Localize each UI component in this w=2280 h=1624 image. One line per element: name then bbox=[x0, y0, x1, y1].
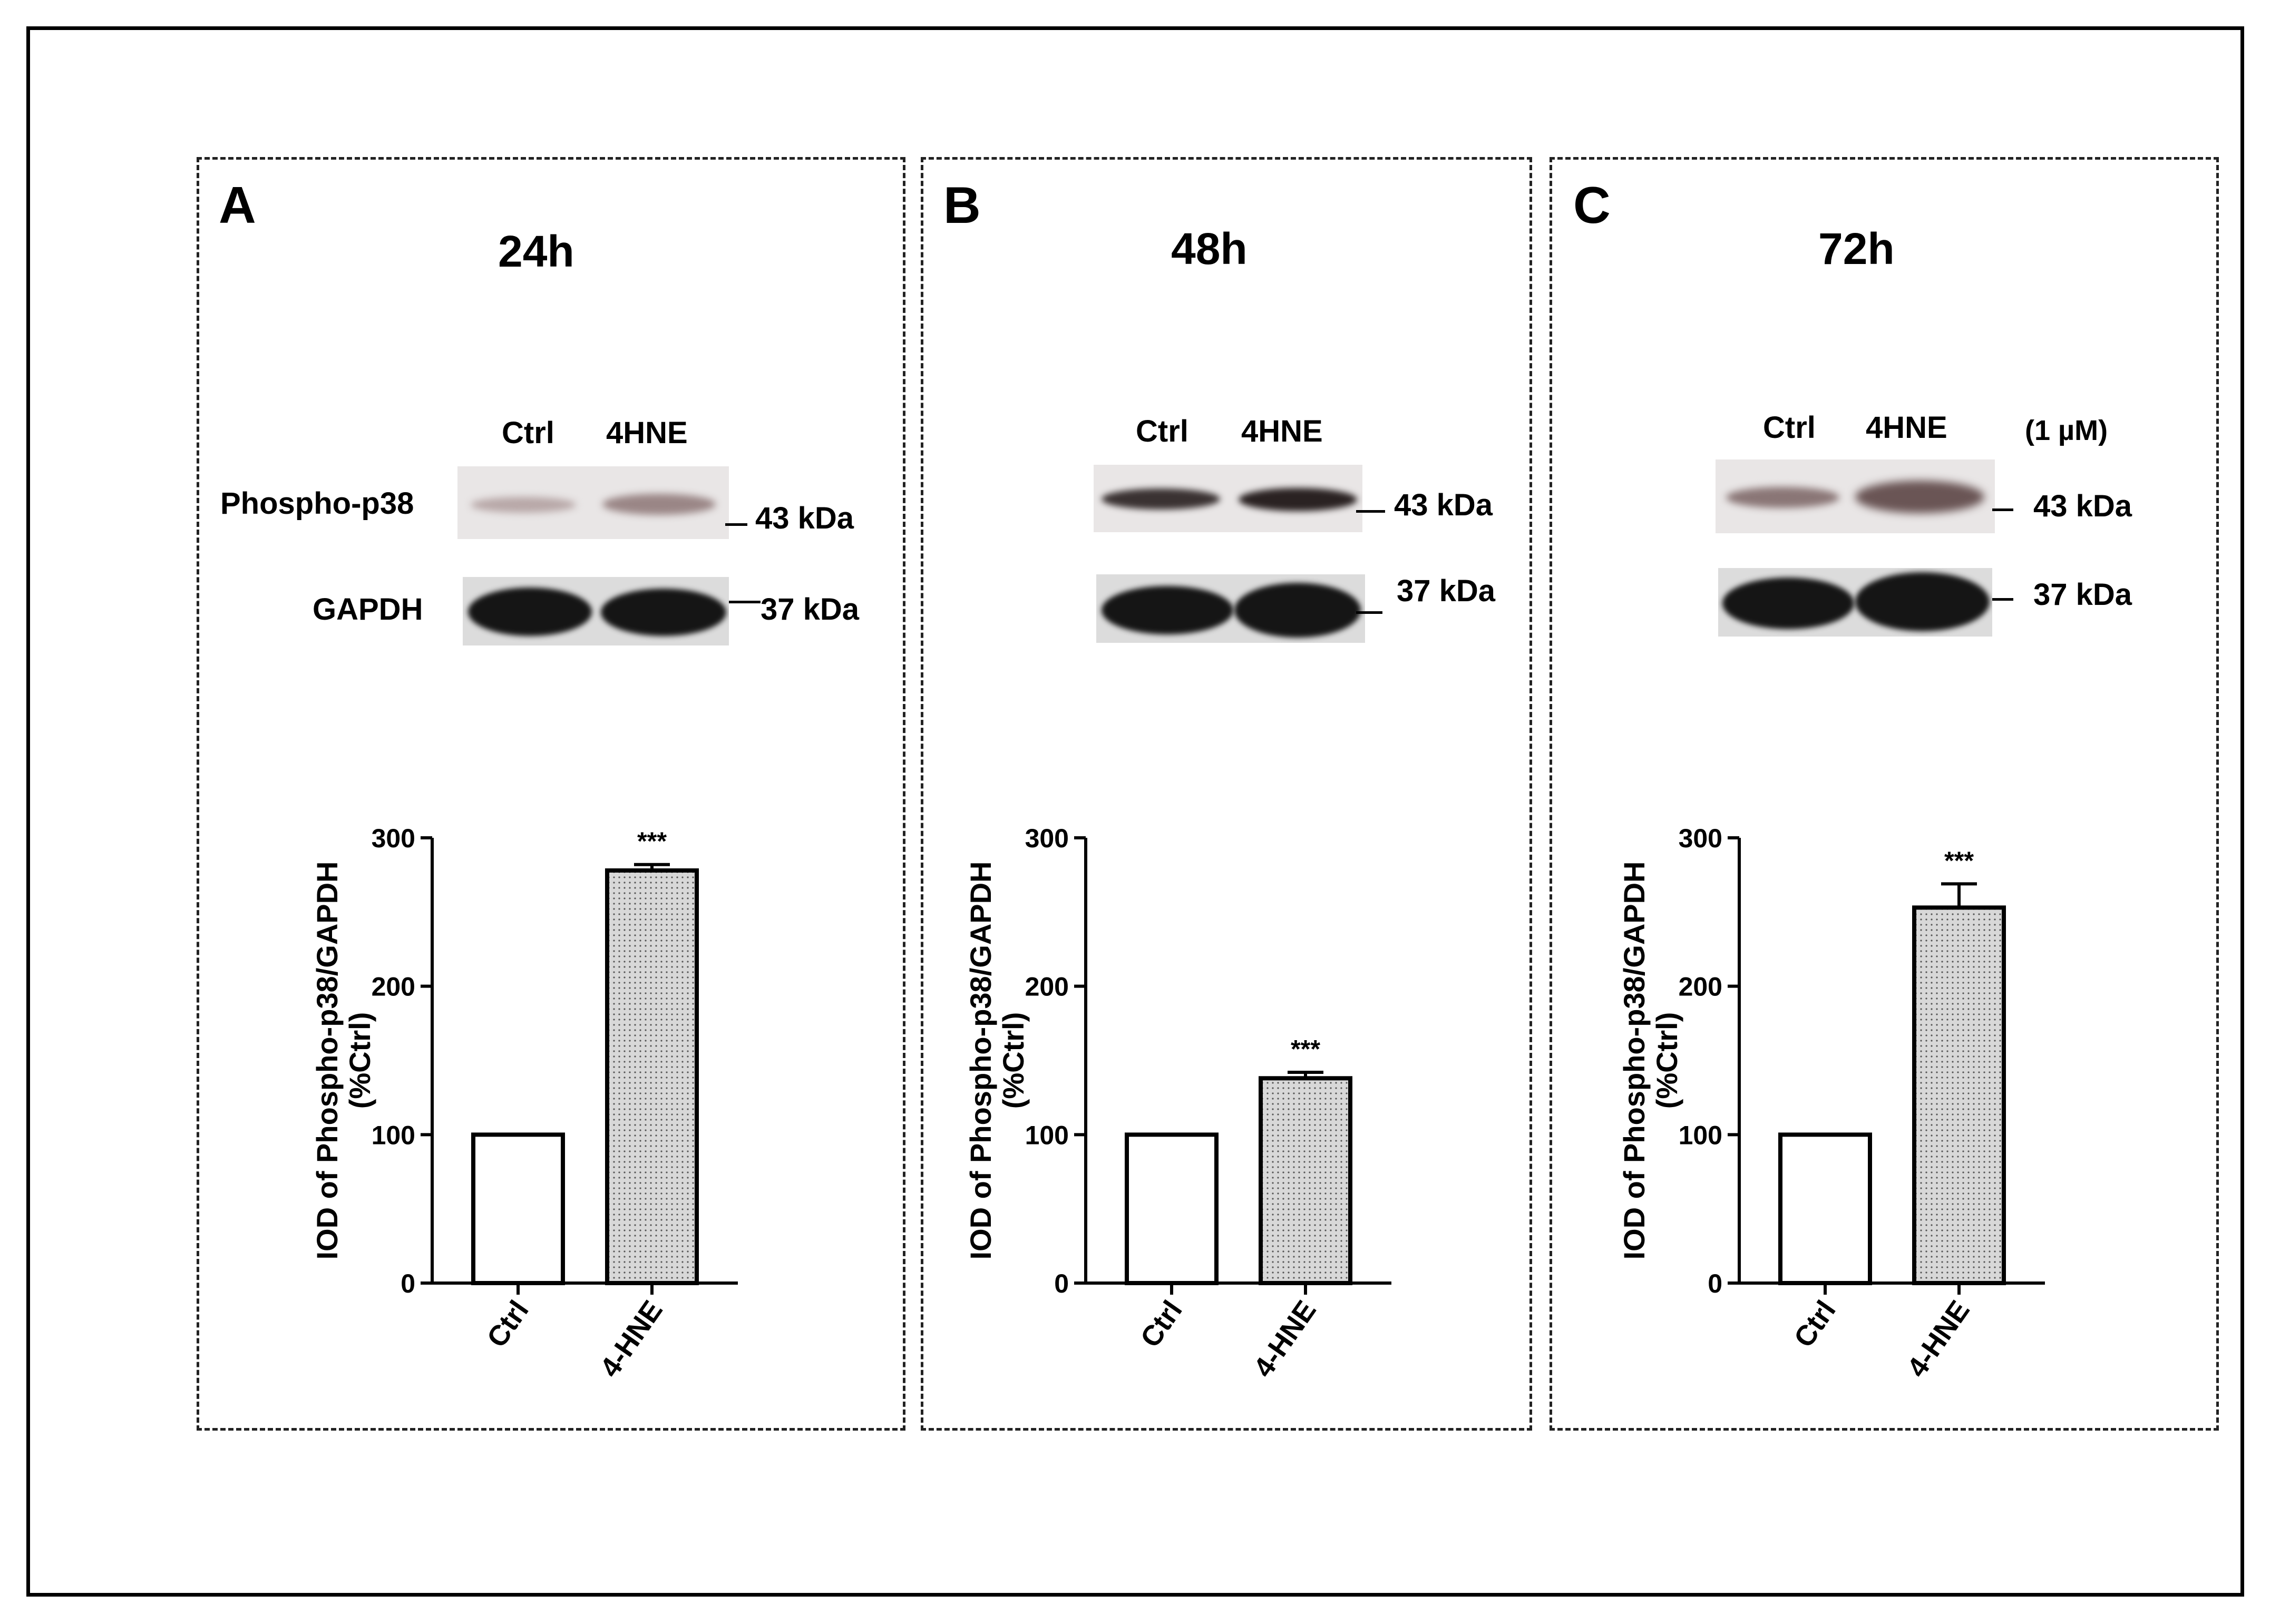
band bbox=[1102, 488, 1220, 510]
panel-b-letter: B bbox=[943, 176, 981, 234]
panel-a-letter: A bbox=[219, 176, 256, 234]
significance-label: *** bbox=[637, 828, 667, 856]
significance-label: *** bbox=[1944, 847, 1974, 875]
band bbox=[1726, 487, 1839, 508]
panel-c-blot-phospho bbox=[1716, 459, 1995, 533]
panel-b-lane-4hne: 4HNE bbox=[1241, 414, 1323, 448]
y-axis-label-unit: (%Ctrl) bbox=[1650, 1012, 1683, 1109]
panel-a-mw-43: 43 kDa bbox=[755, 501, 854, 535]
y-tick-label: 200 bbox=[372, 972, 415, 1002]
panel-b-lane-ctrl: Ctrl bbox=[1136, 414, 1188, 448]
band bbox=[471, 497, 576, 513]
x-tick-label: 4-HNE bbox=[1248, 1295, 1322, 1383]
y-tick-label: 200 bbox=[1025, 972, 1069, 1002]
band bbox=[1855, 572, 1990, 631]
panel-a-lane-ctrl: Ctrl bbox=[502, 416, 554, 450]
bar-4-hne bbox=[1259, 1076, 1352, 1285]
panel-a-lane-4hne: 4HNE bbox=[606, 416, 688, 450]
panel-a-mw-37: 37 kDa bbox=[761, 592, 860, 627]
panel-c-concentration: (1 µM) bbox=[2025, 415, 2108, 446]
bar-ctrl bbox=[471, 1132, 565, 1285]
y-tick-label: 0 bbox=[1054, 1269, 1069, 1298]
x-tick-label: Ctrl bbox=[481, 1295, 534, 1353]
y-tick-label: 0 bbox=[1708, 1269, 1722, 1298]
panel-b-mw-tick-37 bbox=[1356, 611, 1382, 614]
panel-a-time: 24h bbox=[498, 227, 574, 276]
y-axis-label: IOD of Phospho-p38/GAPDH bbox=[964, 862, 997, 1260]
panel-a bbox=[197, 157, 905, 1431]
panel-a-row-phospho: Phospho-p38 bbox=[220, 486, 414, 521]
bar-ctrl bbox=[1125, 1132, 1219, 1285]
band bbox=[1855, 481, 1984, 513]
bar-4-hne bbox=[605, 868, 699, 1285]
band bbox=[601, 589, 726, 636]
panel-a-mw-tick-37 bbox=[729, 601, 761, 603]
panel-b-time: 48h bbox=[1171, 224, 1248, 273]
panel-b-blot-gapdh bbox=[1096, 574, 1365, 643]
figure-frame bbox=[26, 26, 2244, 1597]
panel-c-bar-chart: IOD of Phospho-p38/GAPDH (%Ctrl) 0 100 200 30… bbox=[1618, 824, 2045, 1383]
x-tick-label: 4-HNE bbox=[594, 1295, 669, 1383]
panel-c-blot-gapdh bbox=[1718, 568, 1992, 637]
panel-a-row-gapdh: GAPDH bbox=[313, 592, 423, 627]
x-tick-label: Ctrl bbox=[1134, 1295, 1188, 1353]
y-tick-label: 0 bbox=[401, 1269, 415, 1298]
y-axis-label: IOD of Phospho-p38/GAPDH bbox=[1618, 862, 1651, 1260]
panel-c-mw-43: 43 kDa bbox=[2033, 489, 2132, 523]
panel-c-mw-tick-37 bbox=[1992, 598, 2013, 601]
y-tick-label: 300 bbox=[372, 824, 415, 853]
y-tick-label: 100 bbox=[372, 1120, 415, 1150]
panel-c-lane-4hne: 4HNE bbox=[1866, 410, 1947, 445]
panel-b-bar-chart: IOD of Phospho-p38/GAPDH (%Ctrl) 0 100 200 30… bbox=[964, 824, 1391, 1383]
band bbox=[602, 494, 716, 515]
panel-a-bar-chart: IOD of Phospho-p38/GAPDH (%Ctrl) 0 100 200 30… bbox=[310, 824, 738, 1383]
panel-c-mw-tick-43 bbox=[1992, 508, 2013, 511]
bar-ctrl bbox=[1778, 1132, 1872, 1285]
band bbox=[1102, 586, 1233, 634]
y-axis-label-unit: (%Ctrl) bbox=[343, 1012, 376, 1109]
panel-c-time: 72h bbox=[1818, 224, 1895, 273]
y-tick-label: 100 bbox=[1025, 1120, 1069, 1150]
panel-a-blot-phospho bbox=[457, 466, 729, 539]
panel-b-mw-37: 37 kDa bbox=[1397, 574, 1496, 608]
y-tick-label: 100 bbox=[1679, 1120, 1722, 1150]
x-tick-label: 4-HNE bbox=[1901, 1295, 1976, 1383]
y-axis-label: IOD of Phospho-p38/GAPDH bbox=[310, 862, 344, 1260]
y-tick-label: 200 bbox=[1679, 972, 1722, 1002]
y-axis-label-unit: (%Ctrl) bbox=[997, 1012, 1030, 1109]
band bbox=[1239, 488, 1357, 511]
panel-c bbox=[1550, 157, 2219, 1431]
x-tick-label: Ctrl bbox=[1788, 1295, 1841, 1353]
panel-b-mw-tick-43 bbox=[1356, 510, 1385, 513]
panel-a-blot-gapdh bbox=[463, 577, 729, 645]
significance-label: *** bbox=[1291, 1035, 1320, 1063]
panel-b bbox=[921, 157, 1532, 1431]
bar-4-hne bbox=[1912, 905, 2006, 1285]
band bbox=[1722, 578, 1854, 629]
band bbox=[468, 588, 592, 636]
panel-c-lane-ctrl: Ctrl bbox=[1763, 410, 1816, 445]
band bbox=[1234, 583, 1361, 638]
panel-b-blot-phospho bbox=[1094, 465, 1362, 532]
y-tick-label: 300 bbox=[1679, 824, 1722, 853]
panel-a-mw-tick-43 bbox=[725, 523, 747, 526]
panel-b-mw-43: 43 kDa bbox=[1394, 488, 1493, 522]
y-tick-label: 300 bbox=[1025, 824, 1069, 853]
panel-c-letter: C bbox=[1573, 176, 1611, 234]
panel-c-mw-37: 37 kDa bbox=[2033, 578, 2132, 612]
